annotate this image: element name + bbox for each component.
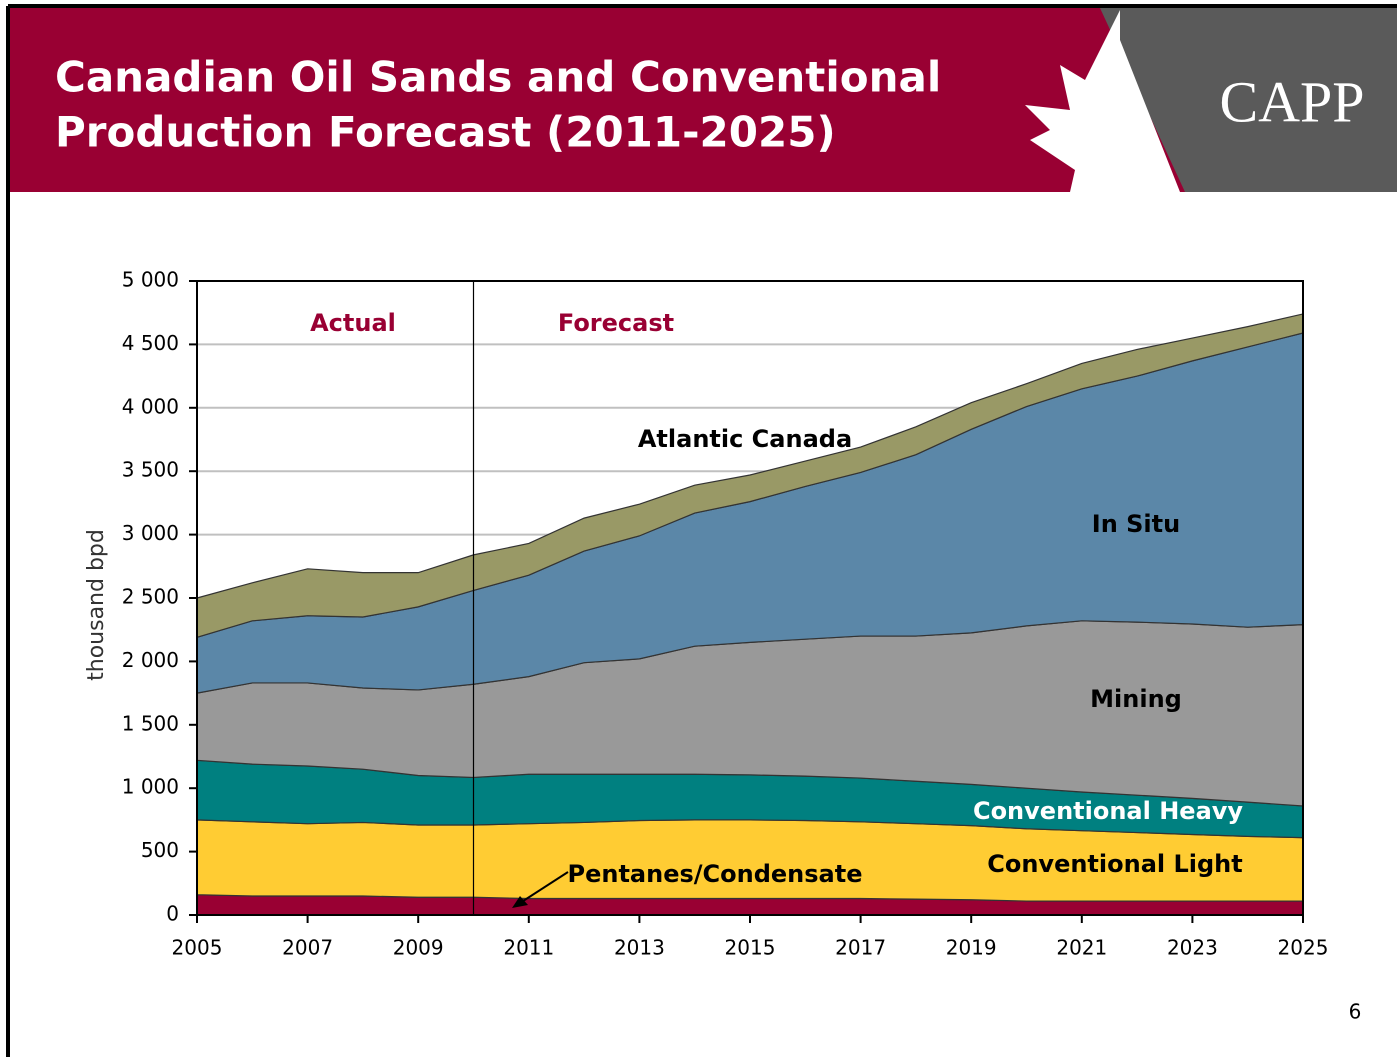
y-tick-label: 1 500 — [122, 711, 179, 735]
y-tick-label: 0 — [166, 902, 179, 926]
annotation: Forecast — [558, 309, 674, 337]
y-tick-label: 4 500 — [122, 331, 179, 355]
page-number: 6 — [1349, 1000, 1362, 1024]
y-tick-label: 3 000 — [122, 521, 179, 545]
logo: CAPP — [1219, 69, 1364, 134]
y-tick-label: 4 000 — [122, 394, 179, 418]
x-tick-label: 2013 — [614, 936, 665, 960]
logo-band — [1100, 8, 1397, 192]
title-line: Canadian Oil Sands and Conventional — [55, 53, 941, 102]
x-tick-label: 2025 — [1278, 936, 1329, 960]
pointer-arrow — [519, 871, 569, 904]
series-label: Mining — [1090, 685, 1182, 713]
x-tick-label: 2015 — [725, 936, 776, 960]
x-tick-label: 2009 — [393, 936, 444, 960]
x-tick-label: 2019 — [946, 936, 997, 960]
series-label: In Situ — [1092, 510, 1180, 538]
series-label: Conventional Heavy — [973, 797, 1243, 825]
series-label: Conventional Light — [987, 850, 1243, 878]
annotation: Actual — [310, 309, 396, 337]
maple-leaf — [1025, 10, 1180, 192]
y-tick-label: 3 500 — [122, 458, 179, 482]
chart: 0 500 1 000 1 500 2 000 2 500 3 000 3 500 4 000 4… — [84, 268, 1328, 960]
y-tick-label: 1 000 — [122, 775, 179, 799]
x-tick-label: 2011 — [503, 936, 554, 960]
x-tick-label: 2017 — [835, 936, 886, 960]
y-tick-label: 2 000 — [122, 648, 179, 672]
arrow-head — [512, 896, 528, 908]
y-tick-label: 500 — [141, 838, 179, 862]
x-tick-label: 2021 — [1056, 936, 1107, 960]
y-tick-label: 2 500 — [122, 585, 179, 609]
title-line: Production Forecast (2011-2025) — [55, 108, 836, 157]
series-label: Pentanes/Condensate — [568, 860, 863, 888]
x-tick-label: 2007 — [282, 936, 333, 960]
x-tick-label: 2005 — [172, 936, 223, 960]
series-label: Atlantic Canada — [638, 425, 852, 453]
x-tick-label: 2023 — [1167, 936, 1218, 960]
y-axis-label: thousand bpd — [84, 529, 109, 681]
y-tick-label: 5 000 — [122, 268, 179, 292]
